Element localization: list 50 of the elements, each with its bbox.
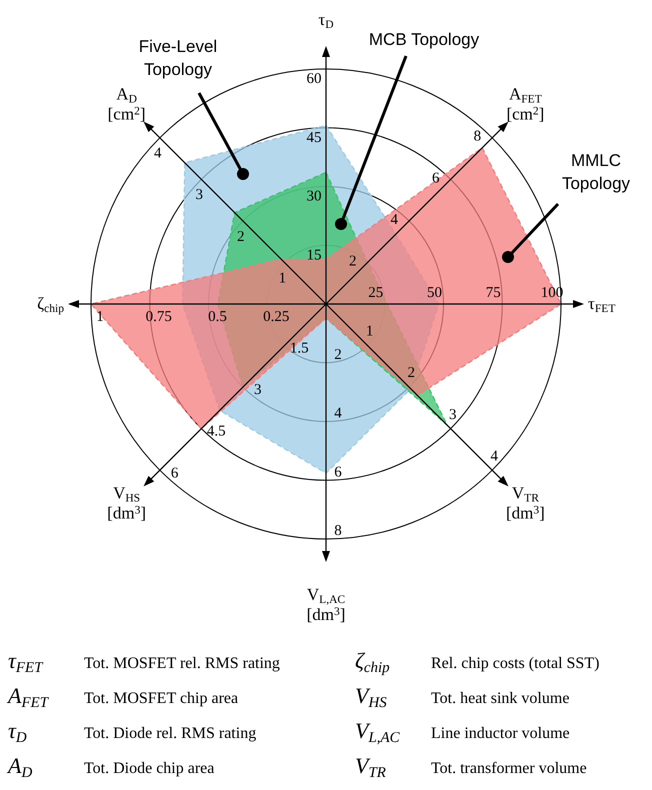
text: 3 — [449, 406, 456, 423]
text: V$_{HS}$ Tot. heat sink volume — [355, 683, 570, 711]
text: 6 — [170, 465, 178, 482]
text: MMLC Topology — [562, 151, 631, 193]
text: 2 — [407, 365, 415, 382]
text: 8 — [334, 523, 342, 539]
text: 0.5 — [208, 309, 227, 325]
text: 4 — [154, 146, 162, 162]
text: 1 — [366, 324, 374, 340]
text: 4 — [490, 448, 498, 464]
text: 15 — [306, 247, 322, 264]
text: ζ$_{chip}$ Rel. chip costs (total SST) — [355, 648, 600, 676]
text: A$_{D}$ Tot. Diode chip area — [8, 753, 214, 781]
text: 2 — [334, 346, 342, 363]
spoke-label: τ$_{FET}$ — [588, 294, 616, 315]
text: MCB Topology — [368, 30, 480, 49]
text: 1 — [96, 309, 104, 325]
text: 0.25 — [263, 309, 290, 325]
text: 50 — [427, 285, 442, 301]
spoke-label: ζ$_{chip}$ — [37, 294, 64, 315]
text: 1 — [278, 270, 286, 286]
text: 2 — [237, 228, 245, 245]
text: Five-Level Topology — [138, 37, 218, 79]
spoke-label: V$_{HS}$ [dm$^{3}$] — [107, 483, 146, 522]
text: 4 — [334, 406, 342, 422]
spoke-label: V$_{L,AC}$ [dm$^{3}$] — [306, 585, 346, 624]
text: 4.5 — [206, 424, 226, 440]
spoke-label: V$_{TR}$ [dm$^{3}$] — [506, 483, 545, 522]
spoke-label: τ$_{D}$ — [318, 10, 334, 31]
text: A$_{FET}$ Tot. MOSFET chip area — [8, 683, 238, 711]
text: V$_{TR}$ Tot. transformer volume — [355, 753, 587, 781]
text: 4 — [390, 212, 398, 228]
text: 3 — [254, 382, 262, 398]
text: 60 — [306, 71, 322, 87]
text: 1.5 — [290, 340, 309, 357]
text: 0.75 — [146, 309, 172, 325]
text: τ$_{D}$ Tot. Diode rel. RMS rating — [8, 718, 256, 746]
text: τ$_{FET}$ Tot. MOSFET rel. RMS rating — [8, 648, 280, 676]
text: 30 — [306, 188, 322, 204]
text: 2 — [348, 253, 356, 270]
text: V$_{L,AC}$ Line inductor volume — [355, 718, 570, 746]
text: 3 — [196, 187, 203, 204]
text: 45 — [306, 130, 322, 146]
text: 6 — [334, 464, 342, 480]
text: 75 — [486, 285, 501, 301]
text: 6 — [432, 170, 440, 186]
text: 25 — [368, 285, 384, 301]
text: 8 — [474, 128, 482, 145]
spoke-label: A$_{D}$ [cm$^{2}$] — [108, 84, 146, 124]
spoke-label: A$_{FET}$ [cm$^{2}$] — [506, 84, 544, 124]
